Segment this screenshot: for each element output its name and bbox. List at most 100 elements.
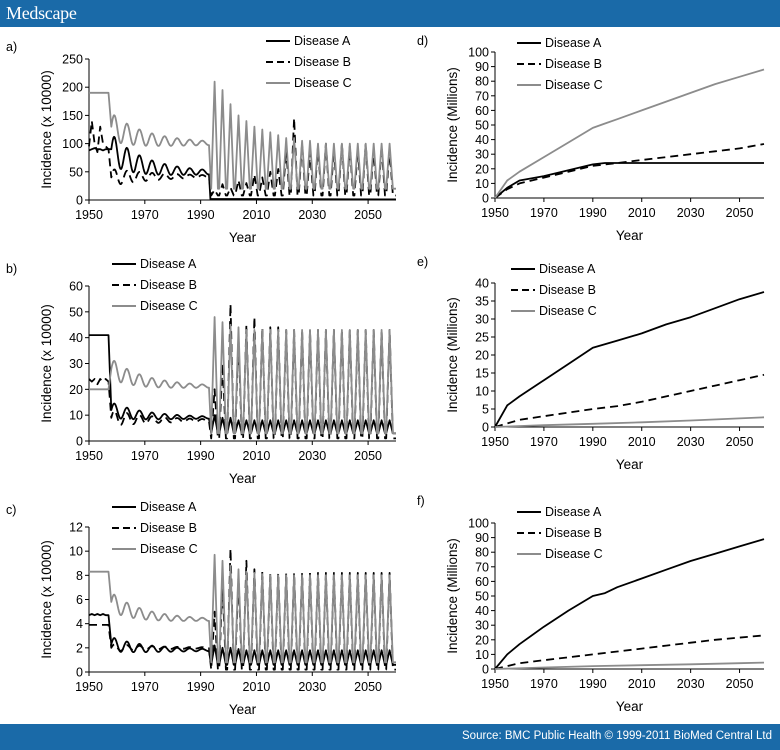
series-line-e-2 <box>494 373 765 428</box>
series-line-f-1 <box>494 538 765 670</box>
y-axis-title-e: Incidence (Millions) <box>445 297 460 413</box>
x-tick-label: 2010 <box>628 206 656 220</box>
legend-entry: Disease B <box>140 521 197 535</box>
y-tick-label: 70 <box>475 89 489 103</box>
y-tick-label: 90 <box>475 60 489 74</box>
medscape-logo: Medscape <box>6 3 77 23</box>
x-tick-label: 1990 <box>579 206 607 220</box>
y-tick-label: 30 <box>475 313 489 327</box>
legend-entry: Disease B <box>140 278 197 292</box>
x-tick-label: 1950 <box>75 208 103 222</box>
y-tick-label: 40 <box>475 604 489 618</box>
x-axis-title-b: Year <box>229 471 257 486</box>
x-tick-label: 2050 <box>354 208 382 222</box>
x-tick-label: 2030 <box>298 449 326 463</box>
y-tick-label: 4 <box>76 617 83 631</box>
series-line-d-3 <box>494 68 765 199</box>
y-tick-label: 6 <box>76 593 83 607</box>
legend-entry: Disease A <box>140 257 197 271</box>
y-tick-label: 200 <box>62 81 83 95</box>
y-tick-label: 10 <box>69 409 83 423</box>
y-tick-label: 150 <box>62 109 83 123</box>
y-tick-label: 30 <box>69 357 83 371</box>
y-tick-label: 0 <box>76 194 83 208</box>
y-tick-label: 0 <box>76 666 83 680</box>
legend-entry: Disease C <box>140 542 198 556</box>
legend-entry: Disease C <box>140 299 198 313</box>
x-tick-label: 1990 <box>579 677 607 691</box>
legend-entry: Disease A <box>140 500 197 514</box>
panel-label-d: d) <box>417 34 428 48</box>
source-credit: Source: BMC Public Health © 1999-2011 Bi… <box>462 730 772 742</box>
y-tick-label: 15 <box>475 367 489 381</box>
x-tick-label: 1950 <box>75 449 103 463</box>
legend-entry: Disease C <box>294 76 352 90</box>
x-axis-title-e: Year <box>616 457 644 472</box>
y-tick-label: 30 <box>475 619 489 633</box>
x-axis-title-d: Year <box>616 228 644 243</box>
y-axis-title-c: Incidence (x 10000) <box>39 540 54 659</box>
y-tick-label: 250 <box>62 53 83 67</box>
x-tick-label: 2010 <box>243 680 271 694</box>
y-tick-label: 10 <box>475 385 489 399</box>
y-tick-label: 100 <box>468 517 489 531</box>
y-tick-label: 40 <box>69 331 83 345</box>
x-axis-title-c: Year <box>229 702 257 717</box>
y-axis-title-a: Incidence (x 10000) <box>39 70 54 189</box>
y-tick-label: 0 <box>482 192 489 206</box>
x-tick-label: 1970 <box>131 449 159 463</box>
panel-label-c: c) <box>6 503 16 517</box>
y-tick-label: 90 <box>475 531 489 545</box>
series-line-f-2 <box>494 634 765 670</box>
y-tick-label: 8 <box>76 569 83 583</box>
y-tick-label: 10 <box>475 177 489 191</box>
y-tick-label: 2 <box>76 641 83 655</box>
y-tick-label: 25 <box>475 331 489 345</box>
x-tick-label: 2030 <box>298 208 326 222</box>
y-tick-label: 80 <box>475 75 489 89</box>
x-axis-title-a: Year <box>229 230 257 245</box>
y-tick-label: 0 <box>76 435 83 449</box>
y-axis-title-f: Incidence (Millions) <box>445 538 460 654</box>
x-tick-label: 2050 <box>726 206 754 220</box>
x-tick-label: 2010 <box>243 208 271 222</box>
legend-entry: Disease B <box>294 55 351 69</box>
x-axis-title-f: Year <box>616 699 644 714</box>
legend-entry: Disease B <box>539 283 596 297</box>
y-tick-label: 10 <box>475 648 489 662</box>
y-tick-label: 0 <box>482 663 489 677</box>
y-tick-label: 50 <box>69 165 83 179</box>
x-tick-label: 1990 <box>187 449 215 463</box>
y-tick-label: 40 <box>475 277 489 291</box>
series-line-a-3 <box>89 80 396 190</box>
x-tick-label: 2030 <box>677 677 705 691</box>
y-tick-label: 60 <box>69 280 83 294</box>
legend-entry: Disease A <box>545 505 602 519</box>
legend-entry: Disease C <box>545 78 603 92</box>
series-line-b-3 <box>89 316 396 435</box>
series-line-e-3 <box>494 416 765 428</box>
x-tick-label: 1950 <box>481 435 509 449</box>
x-tick-label: 2050 <box>354 680 382 694</box>
y-tick-label: 5 <box>482 403 489 417</box>
y-tick-label: 70 <box>475 560 489 574</box>
y-tick-label: 60 <box>475 104 489 118</box>
y-tick-label: 60 <box>475 575 489 589</box>
y-tick-label: 12 <box>69 521 83 535</box>
x-tick-label: 2050 <box>726 435 754 449</box>
x-tick-label: 1950 <box>481 677 509 691</box>
legend-entry: Disease A <box>545 36 602 50</box>
panel-label-f: f) <box>417 494 425 508</box>
x-tick-label: 1970 <box>530 435 558 449</box>
legend-entry: Disease C <box>545 547 603 561</box>
x-tick-label: 1990 <box>187 680 215 694</box>
x-tick-label: 2010 <box>628 677 656 691</box>
y-tick-label: 50 <box>475 119 489 133</box>
series-line-d-2 <box>494 143 765 199</box>
x-tick-label: 1970 <box>530 206 558 220</box>
panel-label-e: e) <box>417 255 428 269</box>
x-tick-label: 2030 <box>677 206 705 220</box>
y-tick-label: 100 <box>468 46 489 60</box>
x-tick-label: 1950 <box>75 680 103 694</box>
series-line-a-2 <box>88 117 396 197</box>
